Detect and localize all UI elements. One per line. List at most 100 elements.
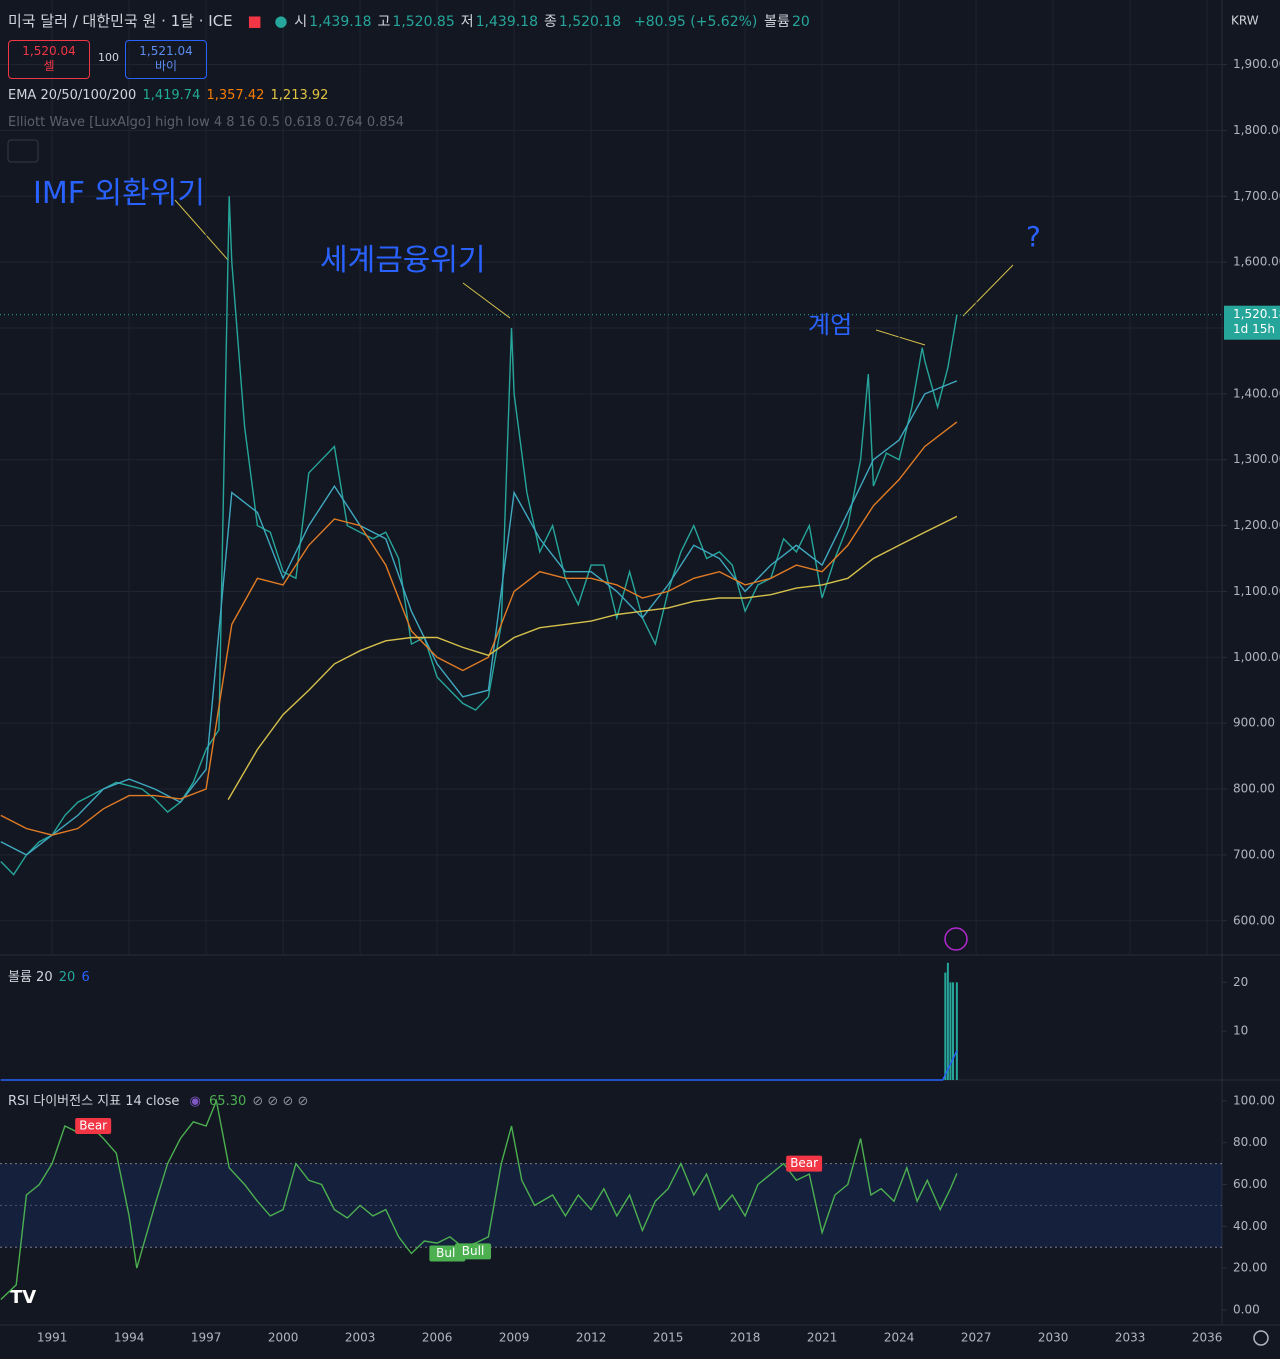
annotation: 계엄 — [808, 311, 853, 339]
x-tick-label: 2018 — [730, 1331, 761, 1345]
change: +80.95 (+5.62%) — [634, 14, 758, 30]
ema-value: 1,357.42 — [206, 88, 265, 103]
signal-box — [455, 1243, 492, 1260]
y-tick-label: 1,900.00 — [1233, 57, 1280, 71]
line — [227, 515, 958, 800]
header-line: 미국 달러 / 대한민국 원 · 1달 · ICE ■ ● 시 1,439.18 고… — [8, 10, 812, 31]
y-tick-label: 60.00 — [1233, 1177, 1267, 1191]
volume-value: 20 — [791, 14, 810, 30]
line — [0, 1098, 958, 1301]
rsi-legend: RSI 다이버전스 지표 14 close ◉ 65.30 ⊘ ⊘ ⊘ ⊘ — [8, 1090, 310, 1109]
rsi-icon: ◉ — [189, 1094, 201, 1109]
event-icon[interactable] — [944, 927, 968, 951]
y-tick-label: 1,300.00 — [1233, 452, 1280, 466]
annotation-line — [174, 199, 229, 261]
line — [0, 1050, 958, 1081]
bar — [955, 982, 958, 1080]
volume-title: 볼륨 20 — [8, 970, 53, 985]
y-tick-label: 1,800.00 — [1233, 123, 1280, 137]
settings-icon[interactable] — [1253, 1330, 1269, 1346]
signal-label: Bear — [790, 1156, 818, 1170]
x-tick-label: 2030 — [1038, 1331, 1069, 1345]
x-tick-label: 2003 — [345, 1331, 376, 1345]
x-tick-label: 2000 — [268, 1331, 299, 1345]
annotation: ? — [1026, 220, 1041, 253]
collapse-button[interactable] — [7, 139, 39, 163]
volume-legend-value: 20 — [58, 970, 76, 985]
ohlc-value: 1,520.18 — [558, 14, 622, 30]
y-tick-label: 1,600.00 — [1233, 255, 1280, 269]
ohlc-value: 1,439.18 — [475, 14, 538, 30]
currency: KRW — [1231, 14, 1259, 28]
y-tick-label: 10 — [1233, 1024, 1248, 1038]
ohlc-label: 종 — [543, 14, 557, 30]
buy-price: 1,521.04 — [139, 44, 193, 58]
spread: 100 — [98, 51, 119, 64]
symbol: 미국 달러 / 대한민국 원 · 1달 · ICE — [8, 12, 233, 30]
last-price-box — [1224, 305, 1280, 340]
sell-button[interactable]: 1,520.04 셀 — [8, 40, 90, 79]
x-tick-label: 2021 — [807, 1331, 838, 1345]
volume-legend-value: 6 — [81, 970, 90, 985]
bar — [946, 962, 949, 1080]
elliott-legend: Elliott Wave [LuxAlgo] high low 4 8 16 0… — [8, 115, 405, 130]
x-tick-label: 2009 — [499, 1331, 530, 1345]
y-tick-label: 20.00 — [1233, 1261, 1267, 1275]
y-tick-label: 700.00 — [1233, 847, 1275, 861]
ohlc: 시 1,439.18 고 1,520.85 저 1,439.18 종 1,520.18 — [294, 14, 627, 30]
annotation-line — [462, 282, 511, 319]
countdown: 1d 15h — [1233, 322, 1275, 336]
x-tick-label: 2033 — [1115, 1331, 1146, 1345]
sell-price: 1,520.04 — [22, 44, 76, 58]
signal-label: Bear — [79, 1118, 107, 1132]
y-tick-label: 80.00 — [1233, 1135, 1267, 1149]
ema-value: 1,419.74 — [142, 88, 201, 103]
ema-legend: EMA 20/50/100/200 1,419.74 1,357.42 1,21… — [8, 88, 330, 103]
y-tick-label: 900.00 — [1233, 716, 1275, 730]
y-tick-label: 1,000.00 — [1233, 650, 1280, 664]
rsi-title: RSI 다이버전스 지표 14 close — [8, 1094, 180, 1109]
ohlc-label: 시 — [294, 14, 308, 30]
x-tick-label: 1997 — [191, 1331, 222, 1345]
buy-button[interactable]: 1,521.04 바이 — [125, 40, 207, 79]
y-tick-label: 1,100.00 — [1233, 584, 1280, 598]
ema-value: 1,213.92 — [270, 88, 329, 103]
bar — [952, 982, 955, 1080]
buy-label: 바이 — [154, 59, 178, 73]
rsi-flags: ⊘ ⊘ ⊘ ⊘ — [252, 1094, 309, 1109]
x-tick-label: 2006 — [422, 1331, 453, 1345]
annotation-line — [962, 264, 1014, 317]
signal-label: Bull — [436, 1246, 459, 1260]
annotation: IMF 외환위기 — [33, 176, 205, 211]
line — [0, 196, 958, 876]
y-tick-label: 100.00 — [1233, 1093, 1275, 1107]
rsi-value: 65.30 — [209, 1094, 247, 1109]
status-dot: ● — [274, 12, 288, 30]
volume-legend: 볼륨 20 20 6 — [8, 966, 92, 985]
last-price-label: 1,520.18 — [1233, 307, 1280, 321]
y-tick-label: 0.00 — [1233, 1302, 1260, 1316]
y-tick-label: 600.00 — [1233, 913, 1275, 927]
flag: ■ — [247, 12, 262, 30]
x-tick-label: 2027 — [961, 1331, 992, 1345]
y-tick-label: 1,200.00 — [1233, 518, 1280, 532]
line — [0, 421, 958, 836]
sell-label: 셀 — [43, 59, 55, 73]
ohlc-value: 1,520.85 — [392, 14, 455, 30]
x-tick-label: 1994 — [114, 1331, 145, 1345]
bar — [944, 972, 947, 1080]
y-tick-label: 40.00 — [1233, 1219, 1267, 1233]
ohlc-label: 저 — [460, 14, 474, 30]
y-tick-label: 800.00 — [1233, 782, 1275, 796]
x-tick-label: 2024 — [884, 1331, 915, 1345]
y-tick-label: 20 — [1233, 975, 1248, 989]
signal-label: Bull — [462, 1244, 485, 1258]
volume-label: 볼륨 — [764, 14, 790, 30]
signal-box — [786, 1155, 823, 1172]
signal-box — [75, 1117, 112, 1134]
x-tick-label: 2036 — [1192, 1331, 1223, 1345]
line — [0, 380, 958, 856]
x-tick-label: 2015 — [653, 1331, 684, 1345]
x-tick-label: 2012 — [576, 1331, 607, 1345]
